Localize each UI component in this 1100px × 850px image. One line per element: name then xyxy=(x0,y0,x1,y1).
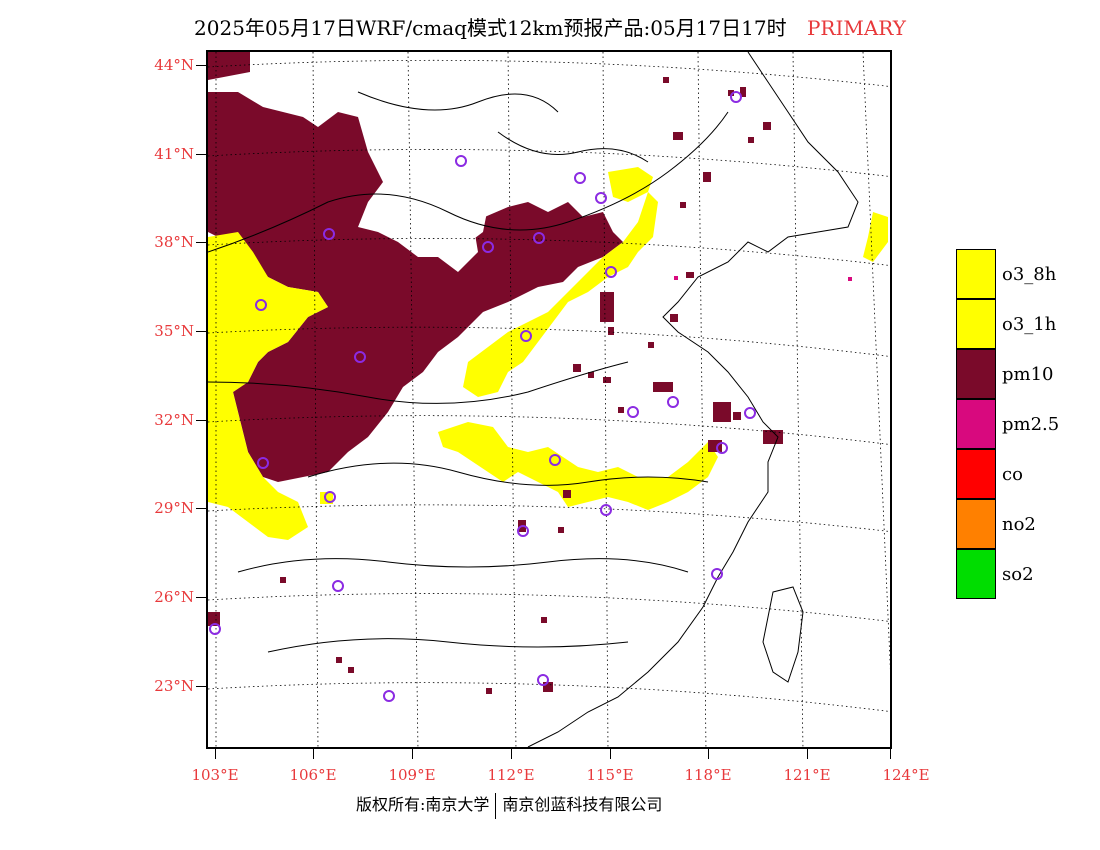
lat-tick xyxy=(196,65,206,66)
lon-tick xyxy=(412,749,413,759)
lon-tick xyxy=(610,749,611,759)
pm25-speckles xyxy=(674,276,852,281)
o3-region-south xyxy=(438,422,718,510)
o3-region-west xyxy=(208,232,328,540)
lat-tick xyxy=(196,508,206,509)
footer-divider xyxy=(495,792,497,819)
legend-label-pm10: pm10 xyxy=(1002,364,1054,385)
title-text: 2025年05月17日WRF/cmaq模式12km预报产品:05月17日17时 xyxy=(194,16,787,40)
lon-label-118: 118°E xyxy=(684,766,732,784)
lon-tick xyxy=(807,749,808,759)
lon-label-115: 115°E xyxy=(586,766,634,784)
legend-swatch-so2 xyxy=(956,549,996,599)
lat-label-23: 23°N xyxy=(154,677,194,695)
legend-swatch-pm25 xyxy=(956,399,996,449)
copyright-footer: 版权所有:南京大学 南京创蓝科技有限公司 xyxy=(356,791,662,819)
lon-label-124: 124°E xyxy=(882,766,930,784)
lat-label-41: 41°N xyxy=(154,145,194,163)
legend-label-so2: so2 xyxy=(1002,564,1034,585)
lon-tick xyxy=(313,749,314,759)
lat-label-38: 38°N xyxy=(154,233,194,251)
lat-tick xyxy=(196,420,206,421)
lat-label-35: 35°N xyxy=(154,322,194,340)
lon-label-109: 109°E xyxy=(388,766,436,784)
legend-label-pm25: pm2.5 xyxy=(1002,414,1060,435)
boundaries xyxy=(208,52,859,747)
lon-tick xyxy=(215,749,216,759)
lat-tick xyxy=(196,686,206,687)
legend-swatch-o3-8h xyxy=(956,249,996,299)
legend-label-co: co xyxy=(1002,464,1023,485)
lon-label-103: 103°E xyxy=(191,766,239,784)
legend-swatch-pm10 xyxy=(956,349,996,399)
map-panel xyxy=(206,50,892,749)
lat-label-29: 29°N xyxy=(154,499,194,517)
lat-label-26: 26°N xyxy=(154,588,194,606)
legend-label-o3-1h: o3_1h xyxy=(1002,314,1057,335)
lat-label-32: 32°N xyxy=(154,411,194,429)
lon-label-121: 121°E xyxy=(783,766,831,784)
legend-label-o3-8h: o3_8h xyxy=(1002,264,1057,285)
legend-swatch-no2 xyxy=(956,499,996,549)
title-tag: PRIMARY xyxy=(806,16,906,40)
copyright-left: 版权所有:南京大学 xyxy=(356,795,490,814)
legend-swatch-co xyxy=(956,449,996,499)
map-title: 2025年05月17日WRF/cmaq模式12km预报产品:05月17日17时 … xyxy=(0,12,1100,41)
lat-tick xyxy=(196,242,206,243)
pm10-region xyxy=(208,52,623,482)
lon-label-106: 106°E xyxy=(289,766,337,784)
legend-swatch-o3-1h xyxy=(956,299,996,349)
station-markers xyxy=(209,91,756,702)
lat-tick xyxy=(196,331,206,332)
pollution-map xyxy=(208,52,890,747)
lon-tick xyxy=(890,749,891,759)
copyright-right: 南京创蓝科技有限公司 xyxy=(502,795,663,814)
lon-label-112: 112°E xyxy=(487,766,535,784)
lon-tick xyxy=(511,749,512,759)
lat-label-44: 44°N xyxy=(154,56,194,74)
legend-label-no2: no2 xyxy=(1002,514,1036,535)
lon-tick xyxy=(708,749,709,759)
lat-tick xyxy=(196,597,206,598)
lat-tick xyxy=(196,154,206,155)
